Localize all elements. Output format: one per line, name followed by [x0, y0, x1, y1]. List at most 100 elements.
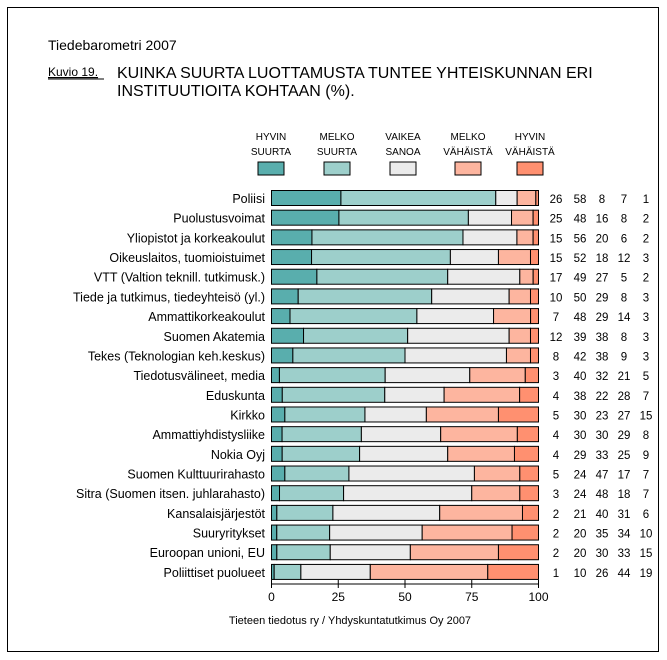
category-label: Tiede ja tutkimus, tiedeyhteisö (yl.) — [73, 290, 265, 304]
data-label: 2 — [643, 214, 649, 226]
category-label: Tekes (Teknologian keh.keskus) — [88, 349, 265, 363]
category-label: Kirkko — [230, 408, 265, 422]
category-label: VTT (Valtion teknill. tutkimusk.) — [94, 271, 265, 285]
bar-segment — [384, 386, 445, 403]
bar-segment — [511, 524, 539, 541]
data-label: 35 — [596, 529, 609, 541]
legend-label-line1: HYVIN — [515, 132, 546, 143]
bar-segment — [364, 406, 427, 423]
data-label: 8 — [621, 214, 627, 226]
data-label: 15 — [640, 548, 653, 560]
bar-segment — [303, 327, 409, 344]
bar-segment — [311, 249, 451, 266]
data-label: 24 — [574, 470, 587, 482]
data-label: 56 — [574, 233, 587, 245]
data-label: 25 — [618, 450, 631, 462]
data-label: 39 — [574, 332, 587, 344]
bar-segment — [535, 190, 540, 206]
data-label: 38 — [596, 332, 609, 344]
bar-segment — [495, 190, 518, 206]
bar-segment — [407, 327, 510, 344]
bar-segment — [278, 367, 386, 384]
category-label: Nokia Oyj — [211, 448, 265, 462]
data-label: 3 — [643, 292, 649, 304]
bar-segment — [521, 504, 539, 521]
data-label: 30 — [574, 430, 587, 442]
bar-segment — [343, 485, 473, 502]
bar-row: Kansalaisjärjestöt 2 21 40 31 6 — [167, 504, 649, 521]
data-label: 3 — [553, 371, 559, 383]
bar-segment — [332, 504, 441, 521]
bar-segment — [524, 367, 539, 384]
bar-segment — [529, 288, 539, 305]
data-label: 7 — [553, 312, 559, 324]
data-label: 7 — [643, 391, 649, 403]
data-label: 2 — [553, 529, 559, 541]
data-label: 1 — [553, 568, 559, 580]
legend-swatch — [454, 161, 482, 176]
bar-segment — [271, 406, 286, 423]
data-label: 24 — [574, 489, 587, 501]
bar-segment — [271, 229, 313, 246]
data-label: 10 — [550, 292, 563, 304]
data-label: 38 — [596, 351, 609, 363]
bar-segment — [271, 190, 342, 206]
category-label: Suuryritykset — [193, 527, 266, 541]
bar-segment — [467, 209, 513, 226]
category-label: Suomen Akatemia — [164, 330, 265, 344]
category-label: Tiedotusvälineet, media — [133, 369, 265, 383]
bar-segment — [271, 544, 278, 561]
bar-segment — [497, 249, 531, 266]
data-label: 8 — [621, 292, 627, 304]
x-axis: 0 25 50 75 100 — [268, 580, 549, 604]
bar-segment — [360, 426, 442, 443]
category-label: Poliisi — [232, 192, 265, 206]
data-label: 15 — [550, 253, 563, 265]
data-label: 50 — [574, 292, 587, 304]
bar-row: Sitra (Suomen itsen. juhlarahasto) 3 24 48 1… — [76, 485, 649, 502]
bar-segment — [493, 308, 532, 325]
data-label: 7 — [643, 489, 649, 501]
data-label: 19 — [640, 568, 653, 580]
data-label: 27 — [618, 410, 631, 422]
legend-label-line2: SUURTA — [251, 147, 292, 158]
bar-segment — [519, 268, 534, 285]
bar-segment — [532, 268, 539, 285]
data-label: 2 — [553, 509, 559, 521]
data-label: 3 — [643, 312, 649, 324]
publication-title: Tiedebarometri 2007 — [48, 37, 177, 53]
category-label: Ammattiyhdistysliike — [152, 428, 265, 442]
bar-segment — [513, 445, 539, 462]
bar-segment — [271, 268, 318, 285]
bar-row: Eduskunta 4 38 22 28 7 — [206, 386, 649, 403]
data-label: 29 — [596, 292, 609, 304]
category-label: Suomen Kulttuurirahasto — [127, 468, 265, 482]
bar-segment — [329, 524, 423, 541]
data-label: 2 — [553, 548, 559, 560]
data-label: 14 — [618, 312, 631, 324]
data-label: 32 — [596, 371, 609, 383]
bar-segment — [529, 347, 539, 364]
bar-segment — [271, 445, 283, 462]
bar-segment — [516, 426, 540, 443]
data-label: 42 — [574, 351, 587, 363]
bar-segment — [443, 386, 521, 403]
bar-segment — [447, 445, 515, 462]
data-label: 2 — [643, 273, 649, 285]
tick-label: 75 — [465, 590, 479, 604]
data-label: 9 — [621, 351, 627, 363]
bar-segment — [505, 347, 531, 364]
bar-segment — [271, 426, 283, 443]
bar-segment — [487, 563, 539, 580]
bar-segment — [497, 544, 540, 561]
legend-label-line2: SUURTA — [317, 147, 358, 158]
bar-segment — [519, 485, 539, 502]
bar-segment — [271, 347, 294, 364]
data-label: 26 — [596, 568, 609, 580]
bar-segment — [271, 485, 281, 502]
legend-label-line1: MELKO — [319, 132, 354, 143]
data-label: 3 — [643, 253, 649, 265]
bar-segment — [281, 445, 361, 462]
data-label: 38 — [574, 391, 587, 403]
category-label: Eduskunta — [206, 389, 265, 403]
